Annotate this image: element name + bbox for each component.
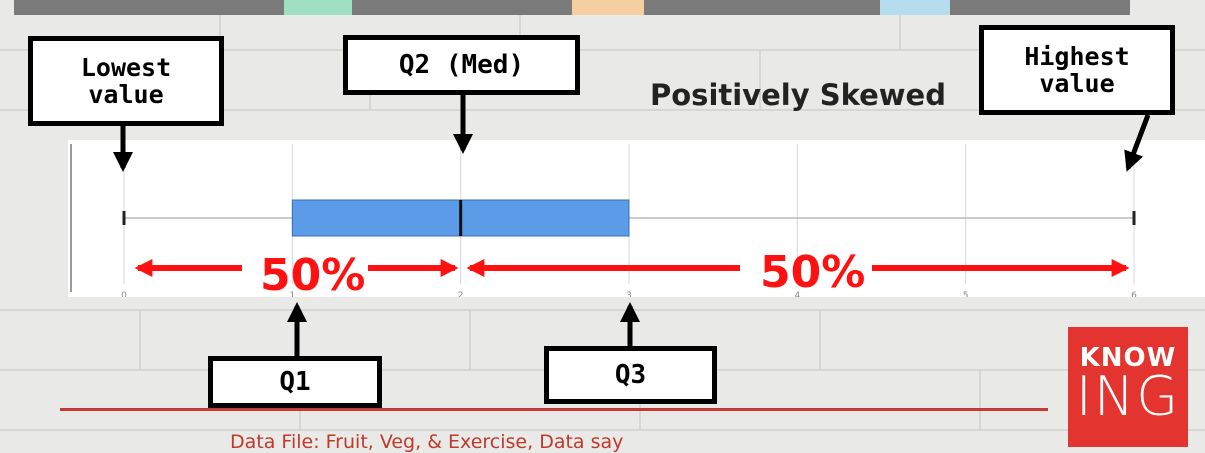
box-plot: 0 1 2 3 4 5 6 [70,144,1137,297]
lowest-value-label: Lowest value [28,36,224,126]
top-bar-segment [880,0,950,15]
tick-label: 5 [963,291,969,297]
tick-label: 3 [626,291,632,297]
tick-label: 6 [1131,291,1137,297]
right-percent-label: 50% [760,247,866,298]
tick-label: 0 [121,291,127,297]
top-bar-segment [572,0,644,15]
top-bar-segment [644,0,880,15]
divider-line [60,408,1048,411]
tick-label: 1 [289,291,295,297]
top-bar-segment [14,0,284,15]
footer-source-text: Data File: Fruit, Veg, & Exercise, Data … [230,431,624,453]
top-bar-segment [950,0,1130,15]
chart-subtitle: Positively Skewed [650,78,946,112]
knowing-logo: KNOW ING [1068,327,1188,447]
q3-label: Q3 [544,346,717,404]
left-percent-label: 50% [260,250,366,301]
tick-label: 2 [458,291,464,297]
median-label: Q2 (Med) [343,35,580,95]
top-bar-segment [284,0,352,15]
plot-panel: 0 1 2 3 4 5 6 [68,140,1205,297]
q1-label: Q1 [208,356,382,408]
tick-label: 4 [794,291,800,297]
highest-value-label: Highest value [979,25,1175,115]
top-bar-segment [352,0,572,15]
